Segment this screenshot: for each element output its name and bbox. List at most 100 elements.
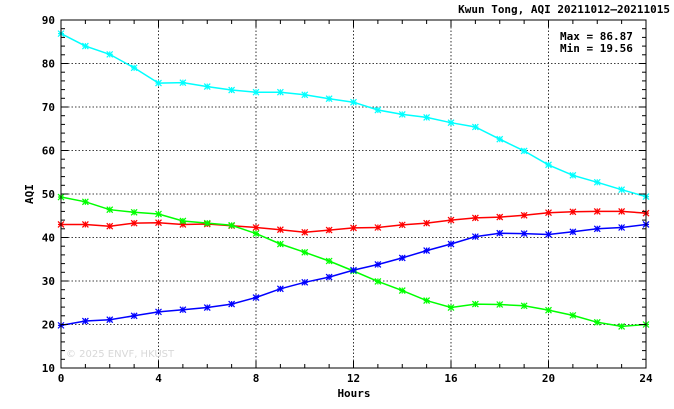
data-point [545,306,552,314]
y-tick-label: 70 [42,101,55,114]
data-point [228,300,236,308]
data-point [81,317,89,325]
data-point [350,98,357,106]
grid [61,20,646,368]
data-point [350,224,357,232]
data-point [496,229,504,237]
data-point [374,106,382,114]
data-point [374,278,382,285]
data-point [471,300,479,308]
data-point [398,254,406,262]
series-2 [57,207,650,236]
data-point [130,219,138,227]
data-point [496,135,504,143]
data-point [545,161,552,169]
data-point [593,318,601,326]
data-point [106,222,114,230]
data-point [252,88,260,96]
data-point [252,294,260,301]
data-point [447,119,455,127]
data-point [447,240,455,248]
data-point [301,228,309,236]
data-point [301,248,309,256]
data-point [106,50,114,58]
watermark-text: © 2025 ENVF, HKUST [66,349,175,360]
data-point [545,231,552,238]
data-point [520,211,528,219]
y-tick-label: 50 [42,188,55,201]
data-point [398,287,406,294]
data-point [179,79,187,87]
data-point [276,88,284,96]
data-point [130,312,138,320]
data-point [106,316,114,324]
data-point [569,311,577,319]
data-point [252,230,260,238]
data-point [155,79,162,87]
data-point [350,266,357,274]
x-tick-label: 0 [58,372,65,385]
data-point [471,214,479,222]
data-point [276,226,284,234]
data-point [447,216,455,224]
data-point [325,95,333,103]
data-point [398,221,406,229]
data-point [325,273,333,281]
y-tick-label: 30 [42,275,55,288]
x-tick-label: 4 [155,372,162,385]
data-point [618,186,626,194]
data-point [520,230,528,238]
data-point [520,302,528,310]
data-point [81,221,89,228]
data-point [593,207,601,215]
data-point [374,261,382,268]
series-layer [57,30,650,330]
data-point [203,304,211,311]
data-point [545,209,552,217]
series-line [60,223,647,327]
data-point [81,42,89,50]
data-point [155,210,162,218]
data-point [252,224,260,231]
data-point [81,198,89,206]
data-point [423,219,431,227]
data-point [593,225,601,233]
data-point [130,208,138,216]
data-point [203,219,211,227]
data-point [496,213,504,221]
data-point [423,114,431,121]
data-point [130,64,138,72]
data-point [325,226,333,234]
data-point [276,240,284,248]
x-tick-label: 12 [347,372,360,385]
data-point [276,285,284,293]
y-tick-label: 20 [42,319,55,332]
data-point [618,322,626,330]
axis-ticks: 0 4 8 12 16 20 24 10 20 30 40 50 60 70 80 90 [42,14,653,385]
data-point [520,147,528,155]
y-tick-label: 40 [42,232,55,245]
x-axis-label: Hours [337,387,370,400]
data-point [423,247,431,254]
data-point [618,207,626,215]
series-4 [57,221,650,329]
data-point [569,228,577,236]
data-point [374,224,382,231]
x-tick-label: 24 [639,372,653,385]
data-point [593,178,601,186]
data-point [301,278,309,286]
y-tick-label: 80 [42,58,55,71]
x-tick-label: 8 [253,372,260,385]
data-point [301,91,309,99]
data-point [471,123,479,131]
data-point [179,306,187,314]
series-1 [57,30,650,201]
data-point [423,297,431,304]
data-point [179,217,187,225]
data-point [106,206,114,214]
data-point [447,304,455,311]
data-point [203,83,211,90]
y-axis-label: AQI [23,184,36,204]
